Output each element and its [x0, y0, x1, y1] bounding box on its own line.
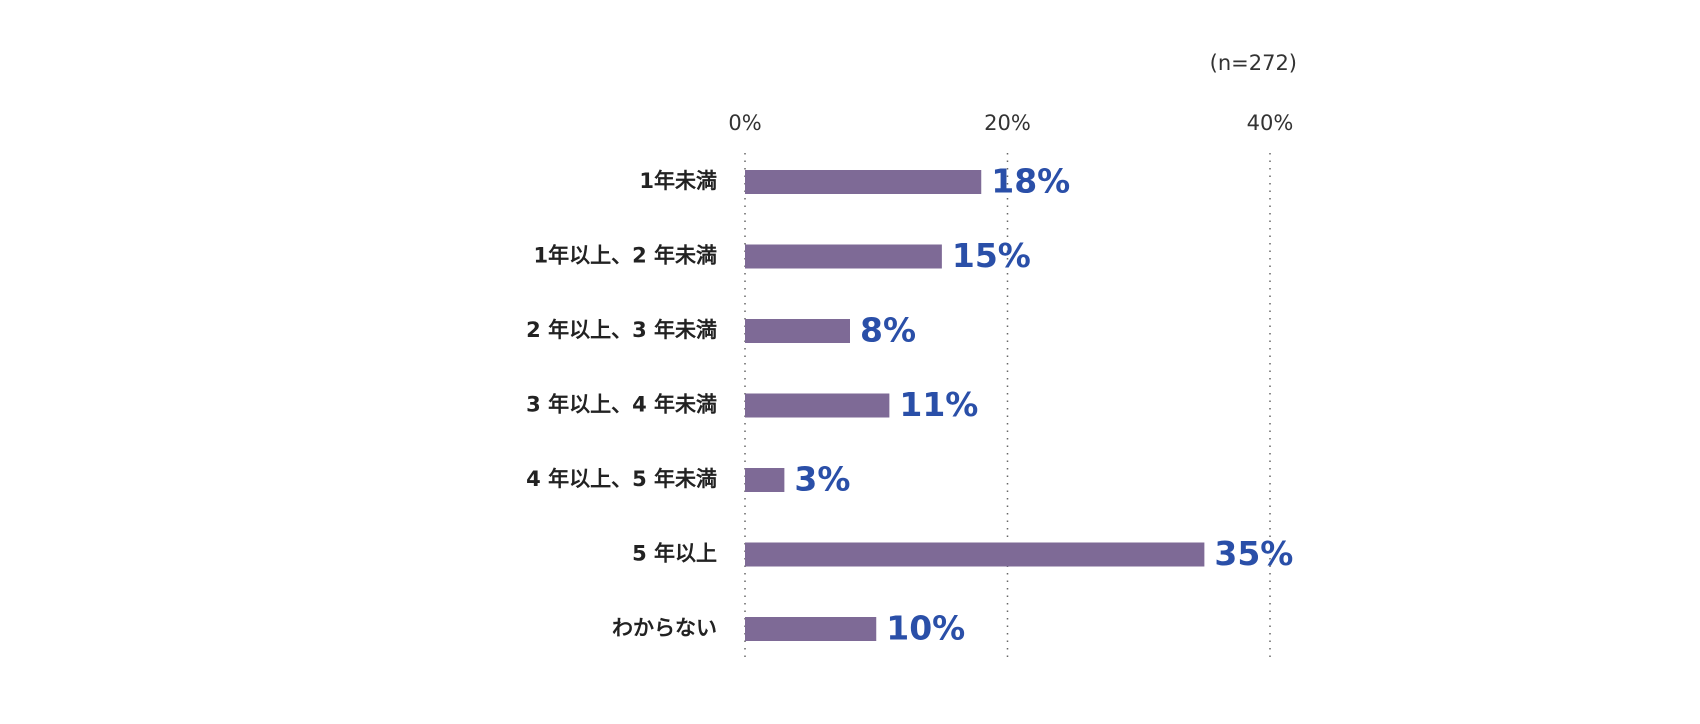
bar	[745, 170, 982, 194]
category-label: わからない	[612, 616, 717, 640]
category-label: 5 年以上	[632, 542, 717, 566]
data-label: 11%	[899, 385, 978, 424]
category-label: 1年以上、2 年未満	[533, 244, 717, 268]
bar	[745, 617, 877, 641]
data-label: 8%	[860, 311, 916, 350]
data-label: 35%	[1214, 534, 1293, 573]
bar	[745, 319, 850, 343]
sample-size-note: (n=272)	[1210, 51, 1297, 75]
category-label: 3 年以上、4 年未満	[526, 393, 717, 417]
data-label: 18%	[991, 162, 1070, 201]
x-tick-label: 0%	[728, 111, 761, 135]
category-label: 1年未満	[639, 169, 717, 193]
category-label: 4 年以上、5 年未満	[526, 467, 717, 491]
data-label: 10%	[886, 609, 965, 648]
bar	[745, 244, 942, 269]
bar	[745, 393, 890, 418]
data-label: 3%	[794, 460, 850, 499]
bar	[745, 468, 785, 492]
bar	[745, 542, 1205, 567]
x-tick-label: 40%	[1247, 111, 1294, 135]
x-tick-label: 20%	[984, 111, 1031, 135]
category-label: 2 年以上、3 年未満	[526, 318, 717, 342]
data-label: 15%	[952, 236, 1031, 275]
